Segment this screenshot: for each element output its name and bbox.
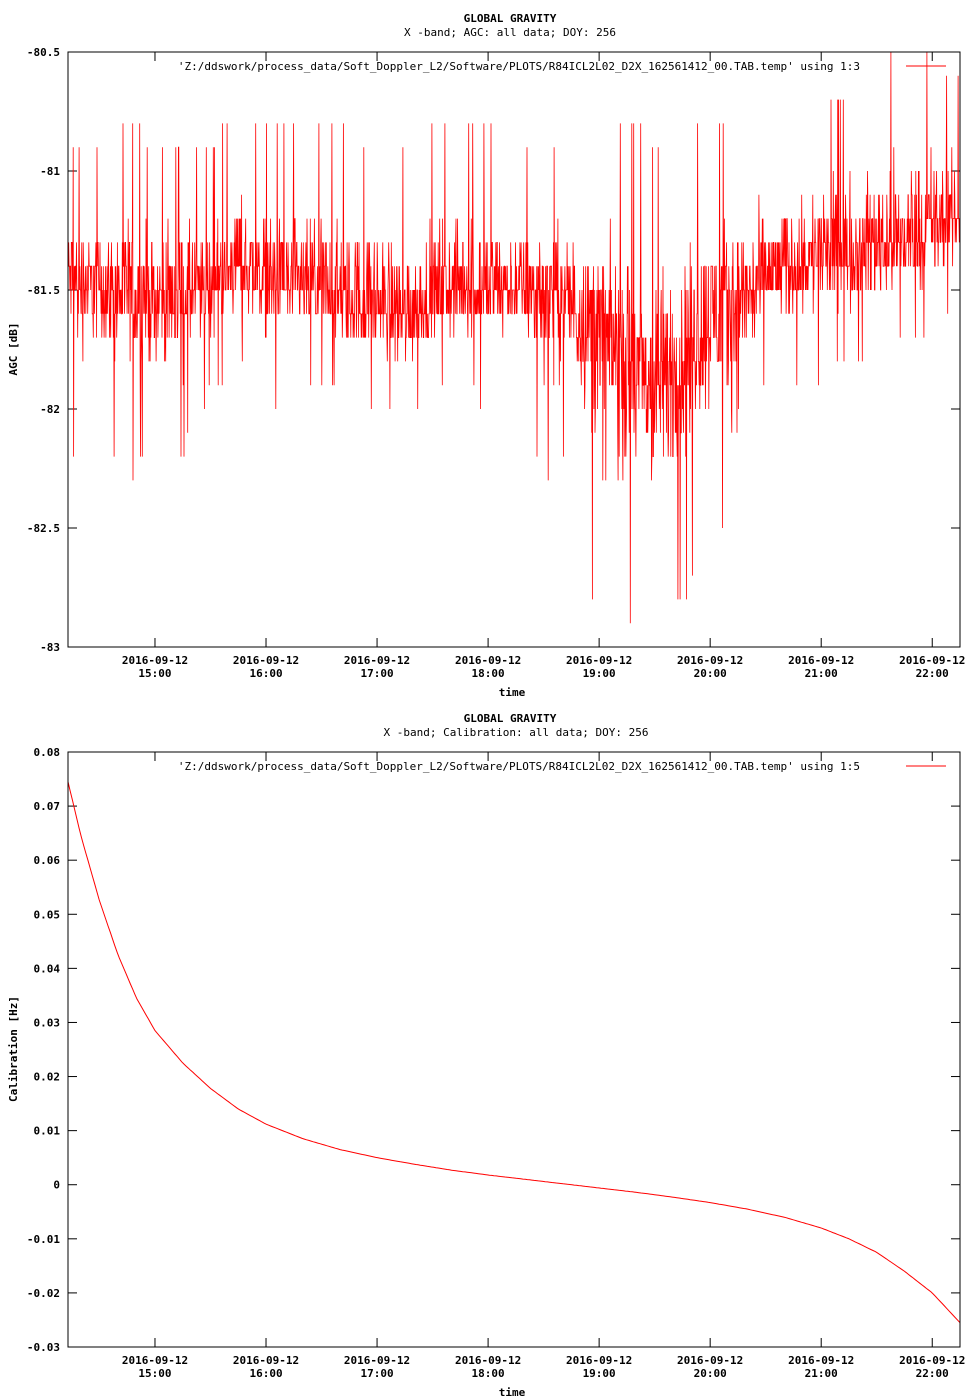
x-tick-label-time: 16:00 (249, 1367, 282, 1380)
x-tick-label-date: 2016-09-12 (677, 1354, 743, 1367)
y-tick-label: -81 (40, 165, 60, 178)
y-tick-label: -0.01 (27, 1233, 60, 1246)
x-tick-label-date: 2016-09-12 (455, 1354, 521, 1367)
agc-chart: GLOBAL GRAVITY X -band; AGC: all data; D… (7, 12, 965, 699)
x-axis-label: time (499, 686, 526, 699)
y-tick-label: 0.07 (34, 800, 61, 813)
x-tick-label-time: 17:00 (360, 1367, 393, 1380)
legend-label: 'Z:/ddswork/process_data/Soft_Doppler_L2… (178, 60, 860, 73)
y-tick-label: -0.03 (27, 1341, 60, 1354)
chart-subtitle: X -band; AGC: all data; DOY: 256 (404, 26, 616, 39)
x-tick-label-time: 20:00 (694, 1367, 727, 1380)
axis-ticks: -83-82.5-82-81.5-81-80.52016-09-1215:002… (27, 46, 965, 680)
x-tick-label-time: 15:00 (138, 1367, 171, 1380)
plot-frame (67, 751, 961, 1348)
x-tick-label-date: 2016-09-12 (566, 654, 632, 667)
y-tick-label: -0.02 (27, 1287, 60, 1300)
y-axis-label: AGC [dB] (7, 323, 20, 376)
x-tick-label-time: 22:00 (916, 667, 949, 680)
x-tick-label-date: 2016-09-12 (899, 1354, 965, 1367)
x-tick-label-date: 2016-09-12 (344, 1354, 410, 1367)
x-tick-label-date: 2016-09-12 (344, 654, 410, 667)
x-tick-label-time: 16:00 (249, 667, 282, 680)
series-line (68, 51, 960, 624)
x-tick-label-date: 2016-09-12 (233, 654, 299, 667)
x-tick-label-time: 22:00 (916, 1367, 949, 1380)
x-tick-label-date: 2016-09-12 (566, 1354, 632, 1367)
y-tick-label: -83 (40, 641, 60, 654)
y-tick-label: 0.01 (34, 1125, 61, 1138)
x-tick-label-time: 15:00 (138, 667, 171, 680)
legend-label: 'Z:/ddswork/process_data/Soft_Doppler_L2… (178, 760, 860, 773)
chart-title: GLOBAL GRAVITY (464, 12, 557, 25)
x-tick-label-date: 2016-09-12 (788, 654, 854, 667)
axis-ticks: -0.03 -0.02 -0.01 0 0.01 0.02 0.03 0.04 0.05 0.06… (27, 746, 965, 1380)
y-tick-label: 0.02 (34, 1071, 61, 1084)
x-tick-label-date: 2016-09-12 (788, 1354, 854, 1367)
y-tick-label: -81.5 (27, 284, 60, 297)
y-tick-label: 0.04 (34, 962, 61, 975)
chart-subtitle: X -band; Calibration: all data; DOY: 256 (384, 726, 649, 739)
chart-title: GLOBAL GRAVITY (464, 712, 557, 725)
y-axis-label: Calibration [Hz] (7, 996, 20, 1102)
x-tick-label-time: 21:00 (805, 667, 838, 680)
y-tick-label: -82 (40, 403, 60, 416)
x-tick-label-time: 18:00 (472, 1367, 505, 1380)
x-tick-label-time: 19:00 (583, 667, 616, 680)
series-layer (67, 781, 961, 1324)
x-tick-label-date: 2016-09-12 (233, 1354, 299, 1367)
plot-frame (67, 51, 961, 648)
x-tick-label-time: 18:00 (472, 667, 505, 680)
y-tick-label: 0.05 (34, 908, 61, 921)
series-layer (68, 51, 960, 624)
y-tick-label: -80.5 (27, 46, 60, 59)
x-tick-label-time: 21:00 (805, 1367, 838, 1380)
x-tick-label-time: 20:00 (694, 667, 727, 680)
x-tick-label-date: 2016-09-12 (677, 654, 743, 667)
y-tick-label: 0 (53, 1179, 60, 1192)
x-tick-label-date: 2016-09-12 (899, 654, 965, 667)
y-tick-label: 0.03 (34, 1016, 61, 1029)
x-tick-label-date: 2016-09-12 (455, 654, 521, 667)
y-tick-label: 0.06 (34, 854, 61, 867)
calibration-chart: GLOBAL GRAVITY X -band; Calibration: all… (7, 712, 965, 1399)
y-tick-label: 0.08 (34, 746, 61, 759)
series-line (67, 781, 961, 1324)
x-tick-label-time: 19:00 (583, 1367, 616, 1380)
x-tick-label-time: 17:00 (360, 667, 393, 680)
x-axis-label: time (499, 1386, 526, 1399)
x-tick-label-date: 2016-09-12 (122, 654, 188, 667)
y-tick-label: -82.5 (27, 522, 60, 535)
x-tick-label-date: 2016-09-12 (122, 1354, 188, 1367)
